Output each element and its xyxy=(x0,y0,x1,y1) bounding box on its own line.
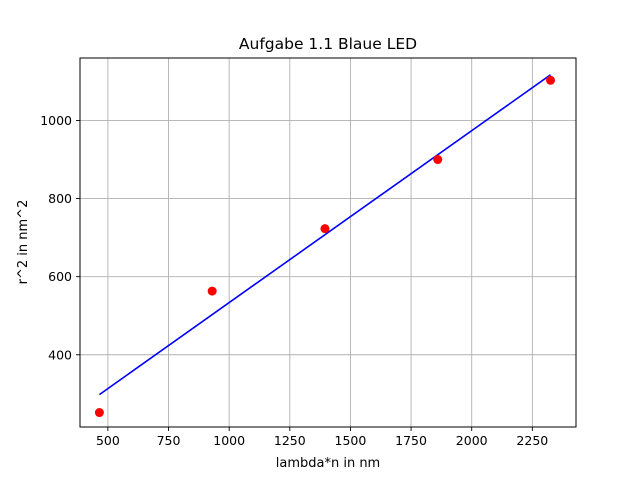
chart-title: Aufgabe 1.1 Blaue LED xyxy=(239,35,417,53)
x-tick-label: 500 xyxy=(96,433,120,448)
axis-ticks: 500 750 1000 1250 1500 1750 2000 2250 400 600 800 1… xyxy=(40,113,548,448)
x-tick-label: 2000 xyxy=(456,433,488,448)
data-point xyxy=(546,75,556,85)
y-tick-label: 1000 xyxy=(40,113,72,128)
x-tick-label: 750 xyxy=(157,433,181,448)
y-tick-label: 400 xyxy=(48,347,72,362)
x-tick-label: 1000 xyxy=(213,433,245,448)
x-tick-label: 1500 xyxy=(335,433,367,448)
data-point xyxy=(320,224,330,234)
x-tick-label: 2250 xyxy=(516,433,548,448)
y-tick-label: 800 xyxy=(48,191,72,206)
fit-line xyxy=(98,74,551,396)
data-point xyxy=(94,408,104,418)
y-tick-label: 600 xyxy=(48,269,72,284)
y-axis-label: r^2 in nm^2 xyxy=(16,200,31,285)
x-tick-label: 1750 xyxy=(395,433,427,448)
grid xyxy=(80,58,576,427)
x-axis-label: lambda*n in nm xyxy=(276,456,380,471)
series-layer xyxy=(94,74,556,418)
data-point xyxy=(433,155,443,165)
data-point xyxy=(207,286,217,296)
plot-frame xyxy=(79,57,577,428)
x-tick-label: 1250 xyxy=(274,433,306,448)
